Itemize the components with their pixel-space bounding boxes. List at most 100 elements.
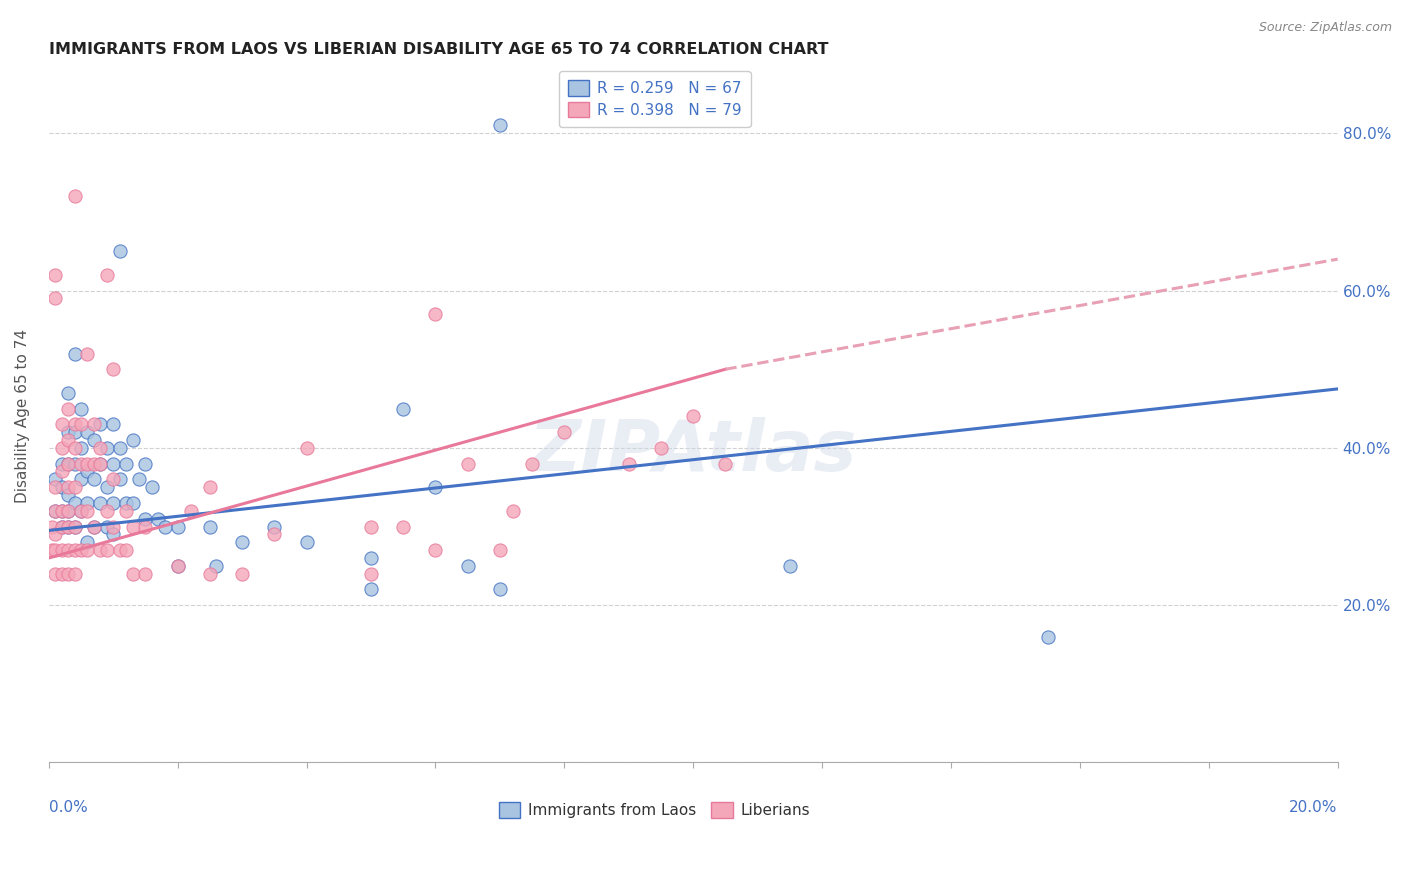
Point — [425, 307, 447, 321]
Point — [425, 543, 447, 558]
Point — [89, 417, 111, 432]
Point — [44, 527, 66, 541]
Point — [96, 543, 118, 558]
Text: 20.0%: 20.0% — [1289, 800, 1337, 815]
Point — [76, 465, 98, 479]
Point — [89, 441, 111, 455]
Point — [128, 472, 150, 486]
Point — [134, 519, 156, 533]
Point — [103, 496, 125, 510]
Point — [83, 417, 105, 432]
Point — [56, 519, 79, 533]
Point — [56, 433, 79, 447]
Point — [103, 519, 125, 533]
Point — [489, 119, 512, 133]
Point — [553, 425, 575, 439]
Point — [83, 433, 105, 447]
Point — [70, 417, 93, 432]
Point — [56, 543, 79, 558]
Point — [103, 417, 125, 432]
Point — [63, 566, 86, 581]
Point — [44, 292, 66, 306]
Text: IMMIGRANTS FROM LAOS VS LIBERIAN DISABILITY AGE 65 TO 74 CORRELATION CHART: IMMIGRANTS FROM LAOS VS LIBERIAN DISABIL… — [49, 42, 828, 57]
Point — [231, 535, 253, 549]
Point — [714, 457, 737, 471]
Point — [51, 504, 73, 518]
Point — [263, 527, 285, 541]
Point — [121, 519, 143, 533]
Point — [56, 504, 79, 518]
Point — [115, 457, 138, 471]
Point — [108, 244, 131, 259]
Point — [89, 457, 111, 471]
Point — [392, 519, 415, 533]
Point — [103, 527, 125, 541]
Point — [89, 543, 111, 558]
Point — [70, 472, 93, 486]
Point — [83, 472, 105, 486]
Point — [44, 472, 66, 486]
Point — [51, 566, 73, 581]
Point — [70, 441, 93, 455]
Text: ZIPAtlas: ZIPAtlas — [529, 417, 858, 485]
Point — [360, 551, 382, 566]
Point — [502, 504, 524, 518]
Point — [76, 543, 98, 558]
Point — [63, 417, 86, 432]
Point — [51, 417, 73, 432]
Point — [44, 543, 66, 558]
Point — [63, 519, 86, 533]
Point — [617, 457, 640, 471]
Point — [650, 441, 672, 455]
Point — [89, 496, 111, 510]
Point — [56, 425, 79, 439]
Point — [70, 543, 93, 558]
Point — [96, 268, 118, 282]
Point — [121, 433, 143, 447]
Point — [103, 362, 125, 376]
Point — [89, 457, 111, 471]
Point — [425, 480, 447, 494]
Point — [96, 504, 118, 518]
Point — [1036, 630, 1059, 644]
Point — [205, 558, 228, 573]
Point — [44, 268, 66, 282]
Point — [44, 566, 66, 581]
Point — [44, 504, 66, 518]
Point — [198, 480, 221, 494]
Text: Source: ZipAtlas.com: Source: ZipAtlas.com — [1258, 21, 1392, 34]
Point — [166, 558, 188, 573]
Text: 0.0%: 0.0% — [49, 800, 87, 815]
Point — [56, 457, 79, 471]
Point — [56, 504, 79, 518]
Point — [134, 457, 156, 471]
Point — [41, 519, 63, 533]
Point — [51, 465, 73, 479]
Point — [56, 488, 79, 502]
Point — [198, 519, 221, 533]
Legend: Immigrants from Laos, Liberians: Immigrants from Laos, Liberians — [494, 796, 817, 824]
Point — [108, 472, 131, 486]
Point — [103, 472, 125, 486]
Point — [682, 409, 704, 424]
Point — [70, 457, 93, 471]
Point — [121, 566, 143, 581]
Point — [56, 519, 79, 533]
Point — [56, 566, 79, 581]
Point — [520, 457, 543, 471]
Point — [166, 519, 188, 533]
Point — [457, 457, 479, 471]
Point — [392, 401, 415, 416]
Point — [360, 582, 382, 597]
Point — [360, 566, 382, 581]
Point — [63, 457, 86, 471]
Point — [779, 558, 801, 573]
Point — [83, 519, 105, 533]
Point — [180, 504, 202, 518]
Point — [198, 566, 221, 581]
Point — [115, 496, 138, 510]
Point — [63, 480, 86, 494]
Point — [76, 535, 98, 549]
Point — [103, 457, 125, 471]
Point — [295, 441, 318, 455]
